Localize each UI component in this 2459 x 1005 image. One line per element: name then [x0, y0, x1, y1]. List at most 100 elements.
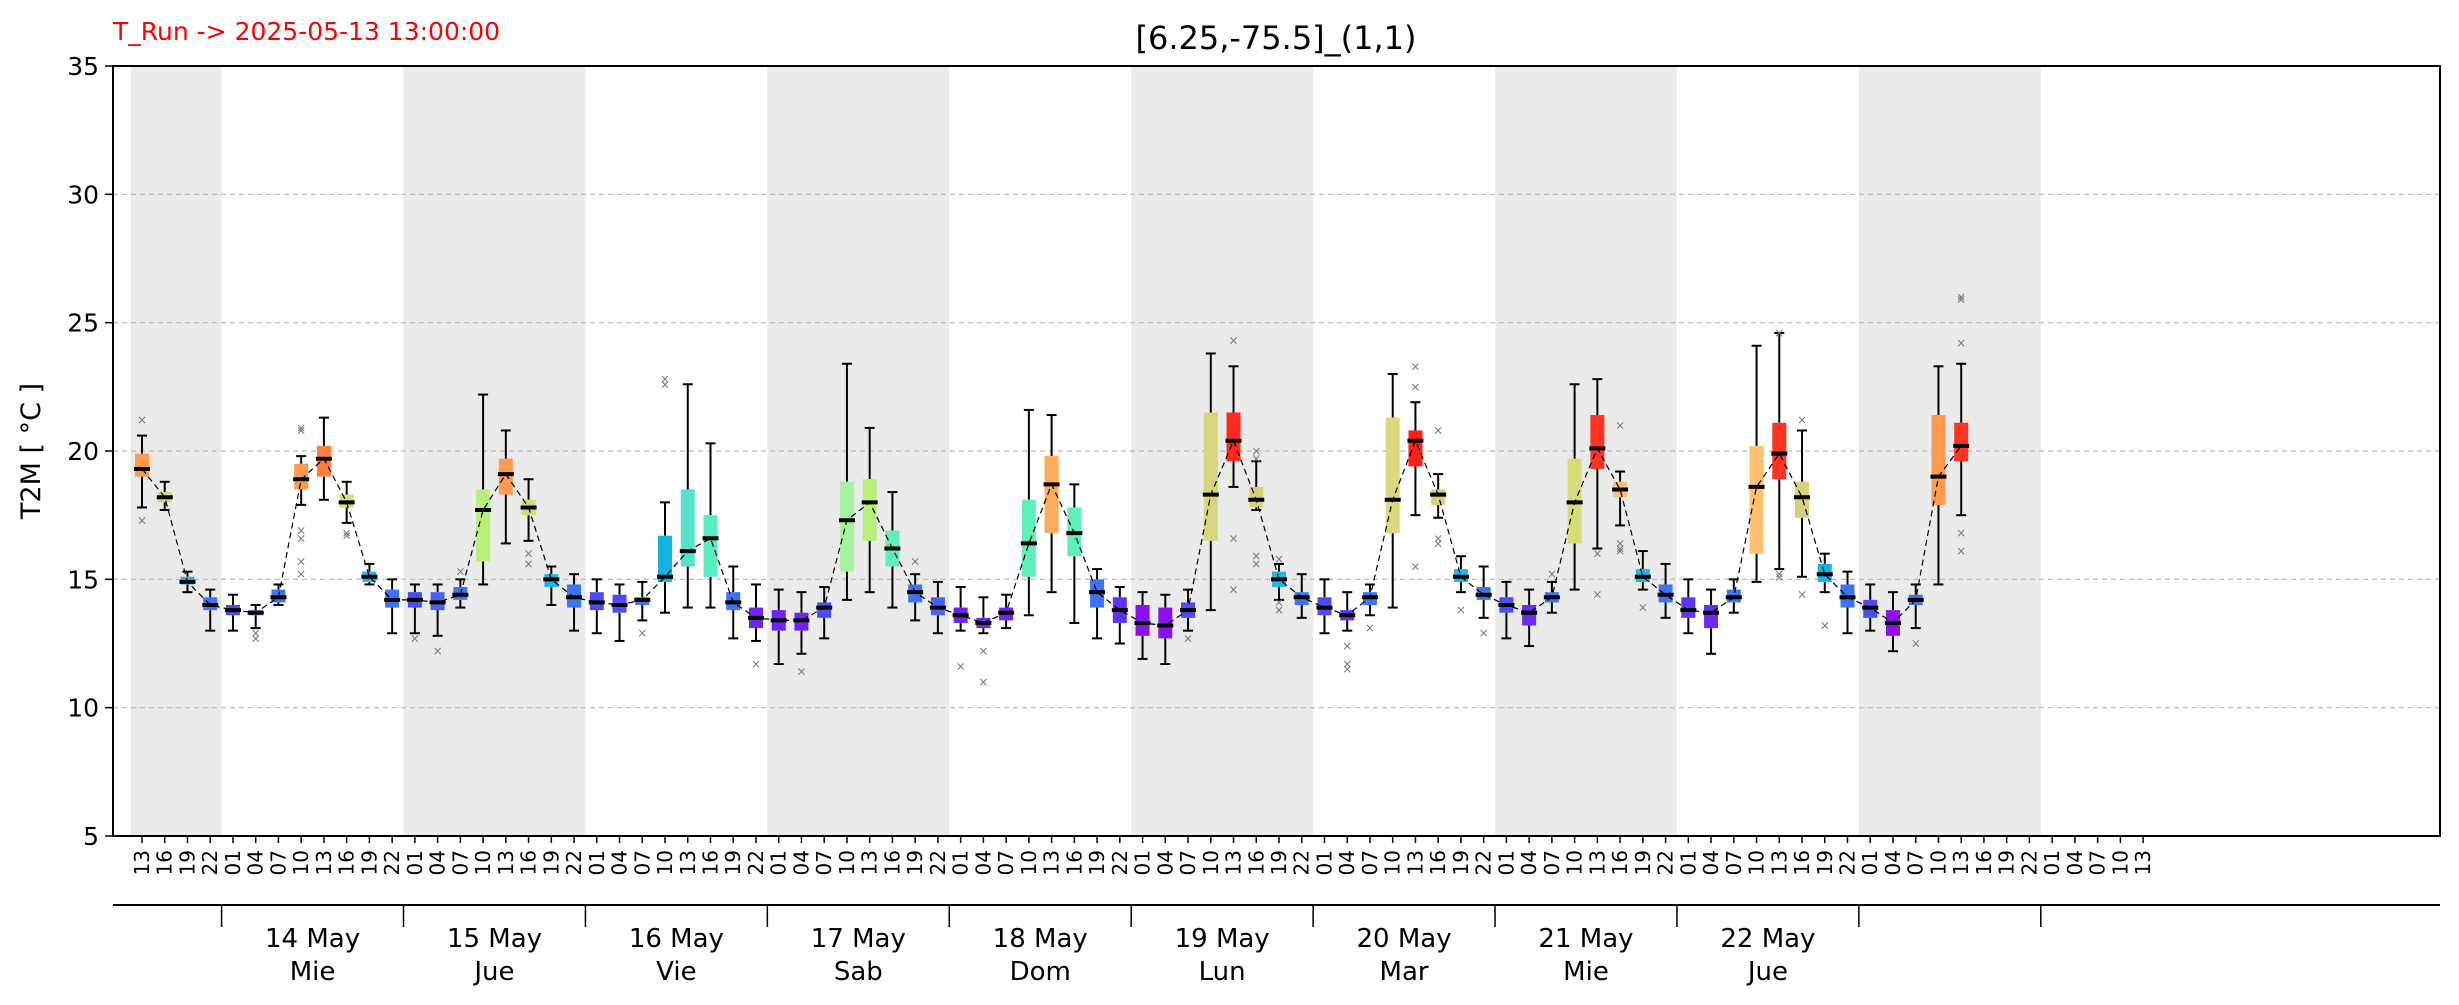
box-item	[384, 578, 401, 635]
box-body	[817, 602, 832, 618]
box-item: ××	[657, 372, 674, 614]
box-item	[1066, 483, 1083, 624]
x-tick-label: 22	[744, 850, 768, 875]
x-tick-label: 16	[1244, 850, 1268, 875]
box-body	[862, 479, 877, 541]
box-item	[1748, 344, 1765, 583]
box-item	[1111, 586, 1128, 645]
x-tick-label: 22	[562, 850, 586, 875]
x-tick-label: 13	[1403, 850, 1427, 875]
y-tick-label: 15	[67, 565, 99, 594]
x-tick-label: 01	[1312, 850, 1336, 875]
x-tick-label: 19	[1267, 850, 1291, 875]
x-tick-label: 07	[1540, 850, 1564, 875]
x-tick-label: 01	[403, 850, 427, 875]
median-line	[141, 439, 1962, 627]
x-tick-label: 22	[198, 850, 222, 875]
median-trend-line	[141, 439, 1962, 627]
box-item	[475, 393, 492, 586]
box-item: ××××××	[293, 421, 310, 581]
x-tick-label: 22	[380, 850, 404, 875]
box-item	[1703, 588, 1720, 655]
x-tick-label: 10	[1926, 850, 1950, 875]
x-tick-label: 10	[835, 850, 859, 875]
x-tick-label: 19	[1813, 850, 1837, 875]
box-item: ×××××	[1953, 290, 1970, 558]
outlier-mark: ×	[1956, 526, 1966, 540]
box-item: ×	[907, 554, 924, 622]
chart-title: [6.25,-75.5]_(1,1)	[1135, 19, 1416, 57]
box-item: ×	[1816, 552, 1833, 633]
outlier-mark: ×	[296, 567, 306, 581]
x-tick-label: 22	[1654, 850, 1678, 875]
box-body	[1931, 415, 1946, 505]
outlier-mark: ×	[410, 631, 420, 645]
x-tick-label: 04	[426, 850, 450, 875]
box-item: ×	[747, 583, 764, 671]
x-tick-label: 10	[1199, 850, 1223, 875]
box-item	[566, 573, 583, 632]
box-item	[611, 583, 628, 642]
outlier-mark: ×	[1479, 626, 1489, 640]
outlier-mark: ×	[137, 513, 147, 527]
outlier-mark: ×	[1774, 567, 1784, 581]
outlier-mark: ×	[1274, 552, 1284, 566]
day-weekday-label: Jue	[1746, 957, 1788, 987]
box-item	[1157, 593, 1174, 666]
box-item: ××	[975, 596, 992, 689]
x-tick-label: 13	[676, 850, 700, 875]
x-tick-label: 13	[1585, 850, 1609, 875]
day-date-label: 16 May	[629, 924, 724, 954]
outlier-mark: ×	[1251, 452, 1261, 466]
x-tick-label: 04	[1153, 850, 1177, 875]
outlier-mark: ×	[137, 413, 147, 427]
x-tick-label: 16	[335, 850, 359, 875]
box-item	[679, 383, 696, 609]
box-item	[497, 429, 514, 545]
box-body	[1158, 607, 1173, 639]
box-body	[1408, 430, 1423, 467]
outlier-mark: ×	[1774, 570, 1784, 584]
outlier-mark: ×	[1638, 601, 1648, 615]
box-item: ×	[952, 586, 969, 674]
x-tick-label: 10	[1563, 850, 1587, 875]
outlier-mark: ×	[1228, 334, 1238, 348]
outlier-mark: ×	[342, 526, 352, 540]
box-body	[839, 481, 854, 572]
box-item	[1043, 414, 1060, 594]
x-tick-label: 22	[1290, 850, 1314, 875]
x-tick-label: 13	[1222, 850, 1246, 875]
x-tick-label: 10	[653, 850, 677, 875]
x-tick-label: 04	[789, 850, 813, 875]
outlier-mark: ×	[1251, 549, 1261, 563]
outlier-mark: ×	[1365, 621, 1375, 635]
outlier-mark: ×	[1410, 380, 1420, 394]
outlier-mark: ×	[1342, 639, 1352, 653]
box-body	[1249, 486, 1264, 508]
day-weekday-label: Sab	[834, 957, 883, 987]
box-body	[1772, 422, 1787, 480]
outlier-mark: ×	[1797, 413, 1807, 427]
box-body	[1044, 456, 1059, 534]
outlier-mark: ×	[1592, 547, 1602, 561]
outlier-mark: ×	[524, 557, 534, 571]
box-item	[1839, 570, 1856, 635]
x-tick-label: 10	[471, 850, 495, 875]
x-tick-label: 10	[1745, 850, 1769, 875]
outlier-mark: ×	[1456, 603, 1466, 617]
y-tick-label: 10	[67, 694, 99, 723]
outlier-mark: ×	[1820, 619, 1830, 633]
day-date-label: 14 May	[265, 924, 360, 954]
x-tick-label: 01	[221, 850, 245, 875]
x-tick-label: 22	[2017, 850, 2041, 875]
outlier-mark: ×	[1797, 588, 1807, 602]
x-tick-label: 16	[517, 850, 541, 875]
box-body	[316, 445, 331, 477]
box-item	[588, 578, 605, 635]
box-item: ×××	[1271, 552, 1287, 617]
x-tick-label: 19	[357, 850, 381, 875]
x-tick-label: 16	[1608, 850, 1632, 875]
x-tick-label: 19	[1995, 850, 2019, 875]
outlier-mark: ×	[910, 554, 920, 568]
